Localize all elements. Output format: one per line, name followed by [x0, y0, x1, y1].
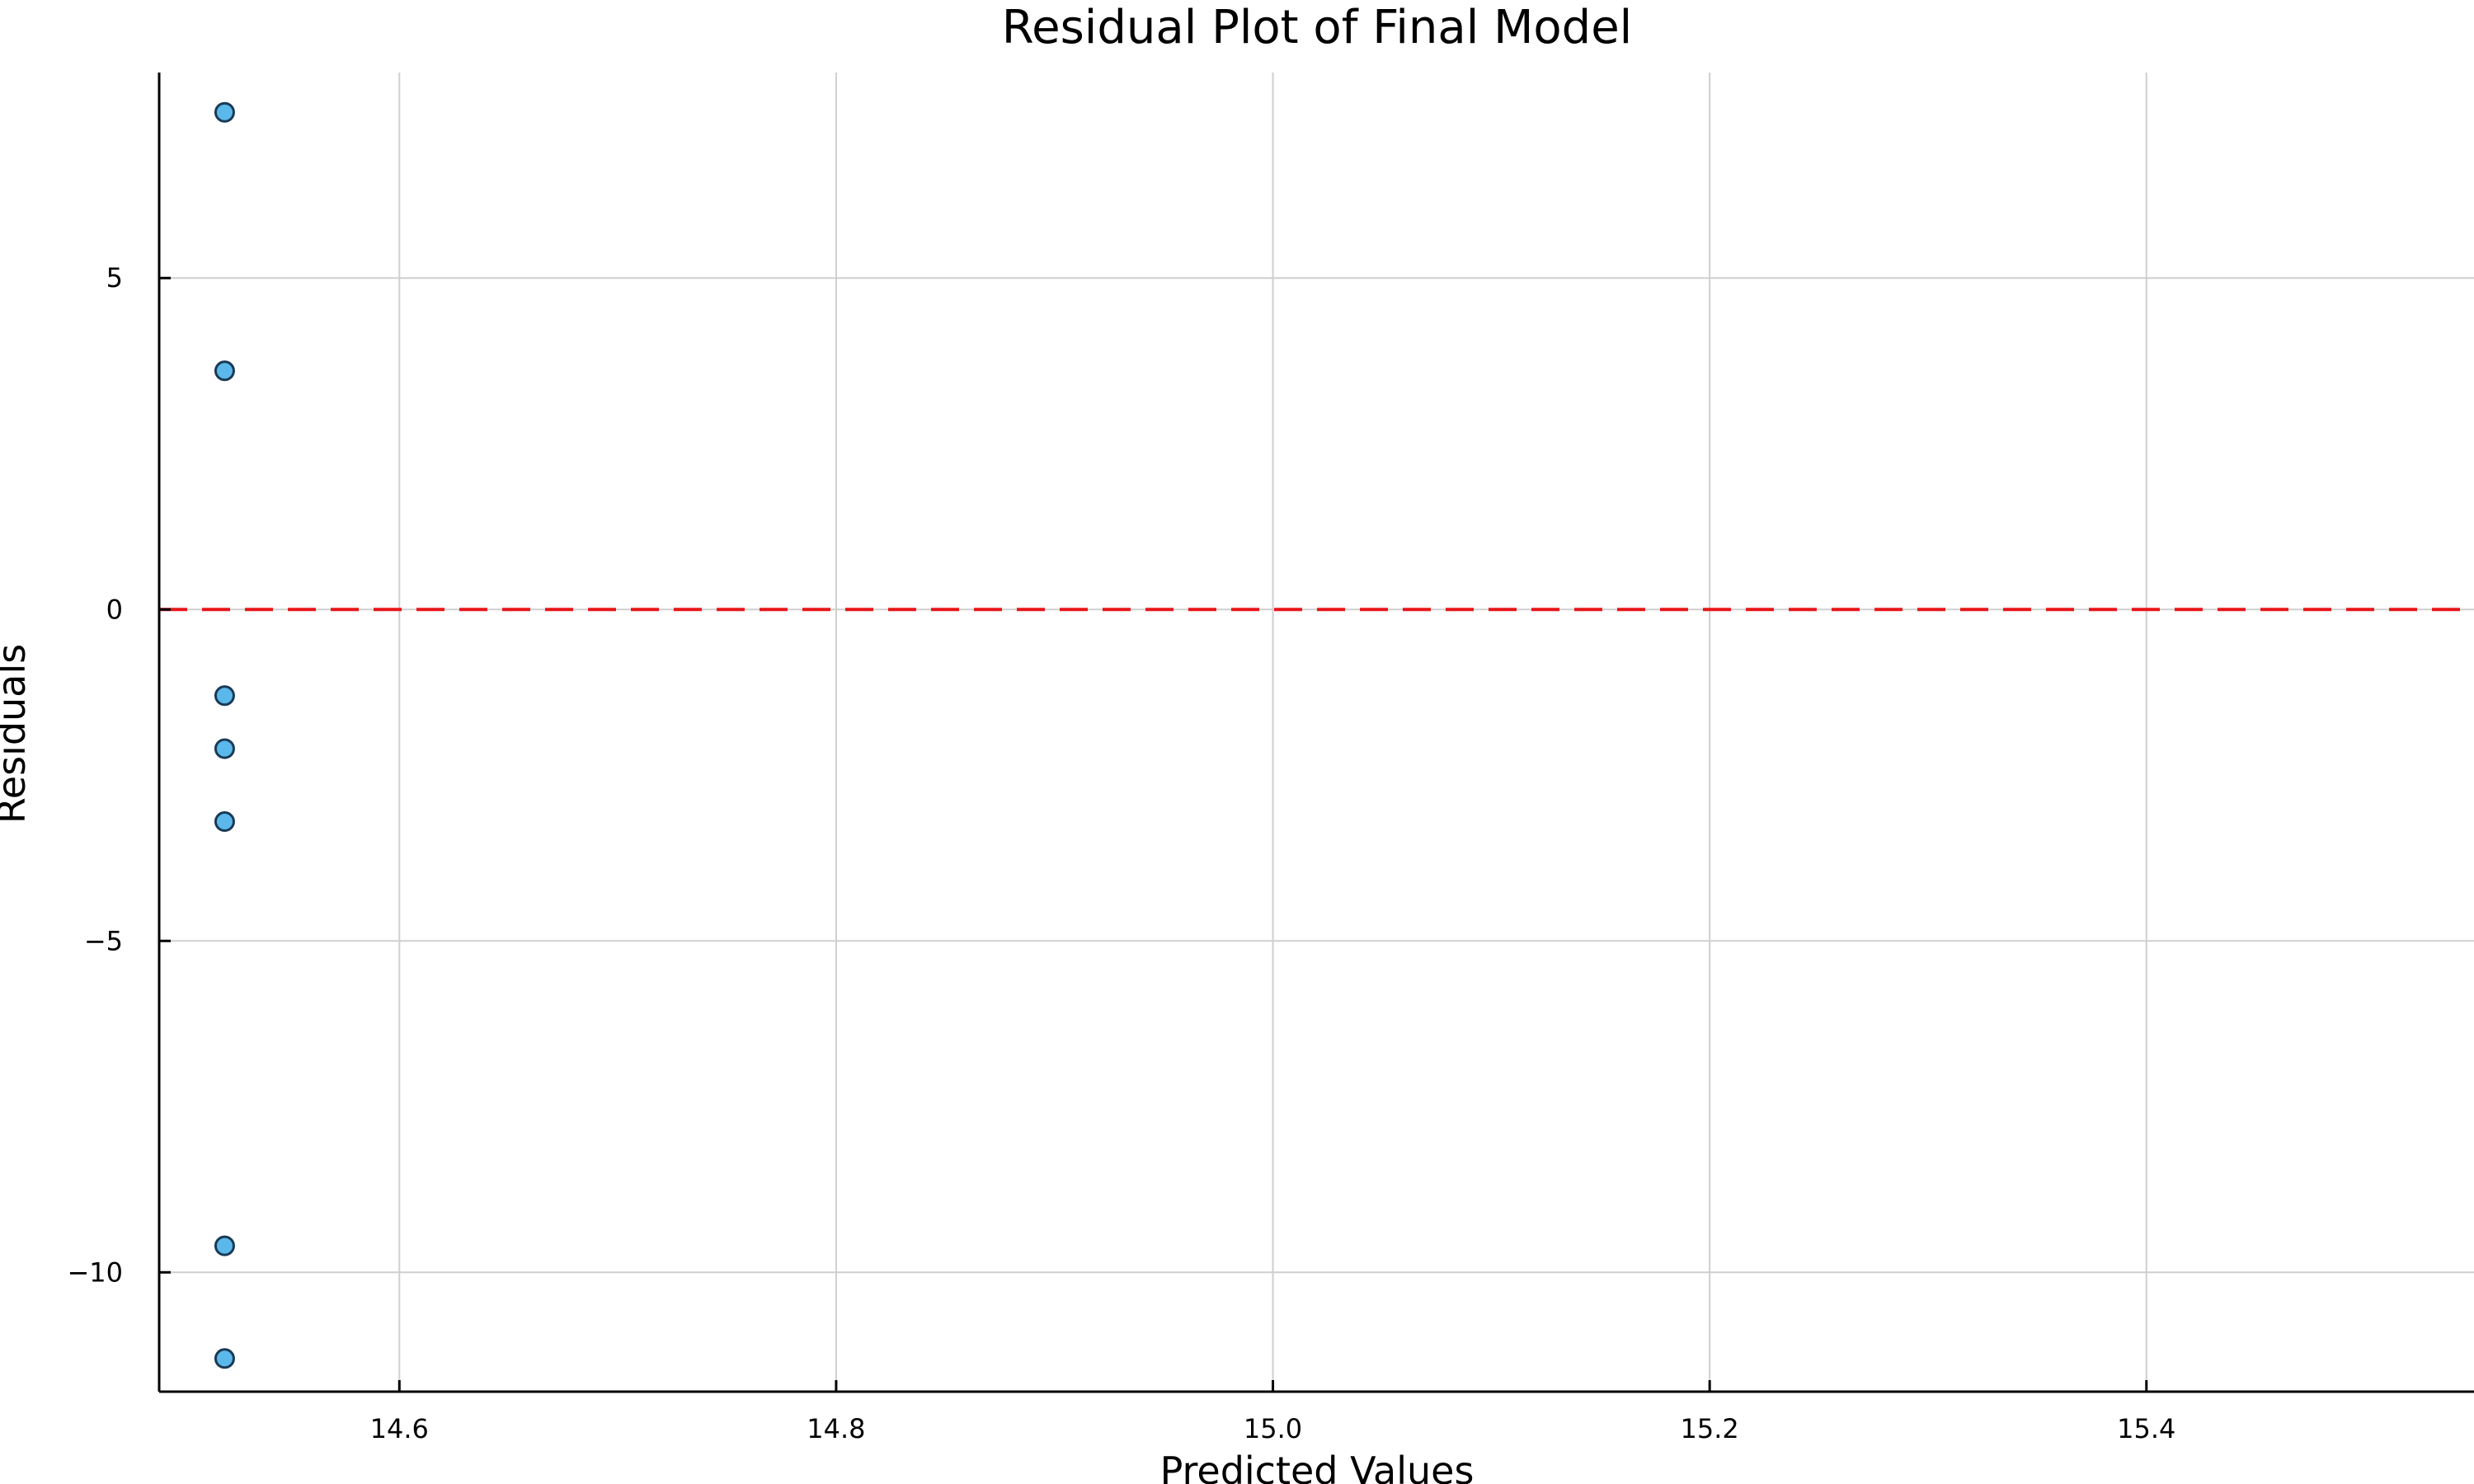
gridlines: [159, 73, 2474, 1392]
y-axis-label: Residuals: [0, 644, 34, 824]
tick-labels: 14.6 14.8 15.0 15.2 15.4 −10 −5 0 5: [67, 262, 2175, 1444]
y-tick-label: −10: [67, 1256, 123, 1288]
x-tick-label: 14.8: [807, 1413, 865, 1444]
data-points: [214, 101, 235, 1369]
scatter-point: [214, 1348, 235, 1369]
y-tick-label: −5: [84, 925, 123, 956]
scatter-point: [214, 738, 235, 759]
x-tick-label: 15.2: [1681, 1413, 1739, 1444]
y-tick-label: 0: [106, 594, 123, 625]
scatter-point: [214, 101, 235, 123]
scatter-point: [214, 811, 235, 833]
axes: [158, 73, 2474, 1393]
y-tick-label: 5: [106, 262, 123, 294]
x-axis-label: Predicted Values: [1160, 1449, 1475, 1484]
x-tick-label: 15.4: [2117, 1413, 2175, 1444]
scatter-point: [214, 360, 235, 382]
scatter-point: [214, 685, 235, 707]
scatter-point: [214, 1235, 235, 1256]
chart-title: Residual Plot of Final Model: [1002, 1, 1632, 54]
x-tick-label: 15.0: [1244, 1413, 1302, 1444]
x-tick-label: 14.6: [370, 1413, 429, 1444]
